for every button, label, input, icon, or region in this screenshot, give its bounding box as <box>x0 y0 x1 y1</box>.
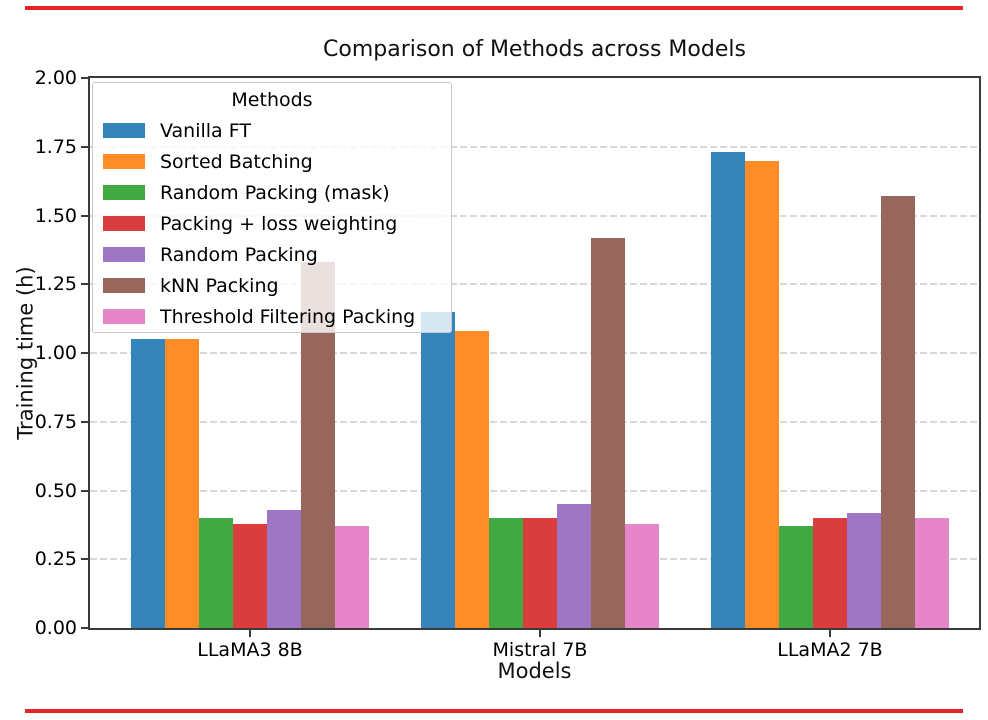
legend-rows: Vanilla FT Sorted Batching Random Packing … <box>93 115 451 332</box>
legend-item: kNN Packing <box>93 270 451 301</box>
top-red-strip <box>25 6 963 10</box>
bar-vanilla-ft-2 <box>711 152 745 628</box>
gridline <box>90 420 979 423</box>
legend-item: Random Packing (mask) <box>93 177 451 208</box>
y-tick-mark <box>81 214 88 217</box>
bar-vanilla-ft-0 <box>131 339 165 628</box>
bar-threshold-filtering-packing-1 <box>625 523 659 628</box>
legend-label: Threshold Filtering Packing <box>160 305 416 328</box>
legend-label: Sorted Batching <box>160 150 313 173</box>
y-tick-label: 0.50 <box>34 479 77 502</box>
legend-swatch <box>103 216 145 231</box>
legend-item: Sorted Batching <box>93 146 451 177</box>
bar-sorted-batching-0 <box>165 339 199 628</box>
legend-swatch <box>103 123 145 138</box>
y-tick-label: 0.00 <box>34 617 77 639</box>
x-tick-label-llama3-8b: LLaMA3 8B <box>197 639 303 661</box>
plot-area <box>88 76 981 630</box>
legend-swatch <box>103 247 145 262</box>
x-tick-label-llama2-7b: LLaMA2 7B <box>777 639 883 661</box>
y-tick-mark <box>81 489 88 492</box>
y-tick-label: 0.25 <box>34 548 77 571</box>
gridline <box>90 352 979 354</box>
bar-random-packing-mask-2 <box>779 526 813 628</box>
x-tick-mark <box>539 630 541 637</box>
legend-swatch <box>103 278 145 293</box>
chart-title: Comparison of Methods across Models <box>323 37 746 62</box>
legend-swatch <box>103 154 145 169</box>
y-tick-label: 1.00 <box>34 342 77 364</box>
gridline <box>90 283 979 286</box>
bar-random-packing-2 <box>847 512 881 628</box>
bar-threshold-filtering-packing-0 <box>335 526 369 628</box>
legend-item: Threshold Filtering Packing <box>93 301 451 332</box>
bar-sorted-batching-2 <box>745 160 779 628</box>
bar-random-packing-0 <box>267 509 301 628</box>
bar-threshold-filtering-packing-2 <box>915 518 949 628</box>
x-axis-label: Models <box>497 659 572 683</box>
bar-knn-packing-2 <box>881 196 915 628</box>
legend-item: Vanilla FT <box>93 115 451 146</box>
bar-random-packing-1 <box>557 504 591 628</box>
y-tick-mark <box>81 145 88 148</box>
legend-label: Random Packing (mask) <box>160 181 390 204</box>
y-tick-mark <box>81 558 88 561</box>
legend-swatch <box>103 185 145 200</box>
y-tick-label: 1.50 <box>34 204 77 227</box>
x-tick-mark <box>829 630 831 637</box>
bottom-red-strip <box>25 709 963 713</box>
y-tick-mark <box>81 352 88 354</box>
x-tick-label-mistral-7b: Mistral 7B <box>492 639 588 661</box>
y-tick-label: 1.25 <box>34 273 77 296</box>
legend-item: Packing + loss weighting <box>93 208 451 239</box>
bar-random-packing-mask-0 <box>199 518 233 628</box>
y-tick-mark <box>81 420 88 423</box>
bar-vanilla-ft-1 <box>421 311 455 628</box>
y-tick-mark <box>81 627 88 629</box>
y-tick-label: 2.00 <box>34 67 77 89</box>
legend-title: Methods <box>231 89 313 111</box>
legend-item: Random Packing <box>93 239 451 270</box>
legend-label: Random Packing <box>160 243 318 266</box>
bar-random-packing-mask-1 <box>489 518 523 628</box>
bar-packing-loss-weighting-1 <box>523 518 557 628</box>
gridline <box>90 489 979 492</box>
legend: Methods Vanilla FT Sorted Batching Random … <box>92 82 452 333</box>
y-tick-label: 0.75 <box>34 410 77 433</box>
bar-sorted-batching-1 <box>455 331 489 628</box>
gridline <box>90 214 979 217</box>
legend-label: Vanilla FT <box>160 119 251 142</box>
bar-packing-loss-weighting-0 <box>233 523 267 628</box>
y-tick-mark <box>81 283 88 286</box>
legend-swatch <box>103 309 145 324</box>
legend-label: kNN Packing <box>160 274 279 297</box>
y-tick-label: 1.75 <box>34 135 77 158</box>
x-tick-mark <box>249 630 251 637</box>
y-tick-mark <box>81 77 88 79</box>
gridline <box>90 145 979 148</box>
bar-packing-loss-weighting-2 <box>813 518 847 628</box>
legend-label: Packing + loss weighting <box>160 212 398 235</box>
bar-knn-packing-1 <box>591 237 625 628</box>
